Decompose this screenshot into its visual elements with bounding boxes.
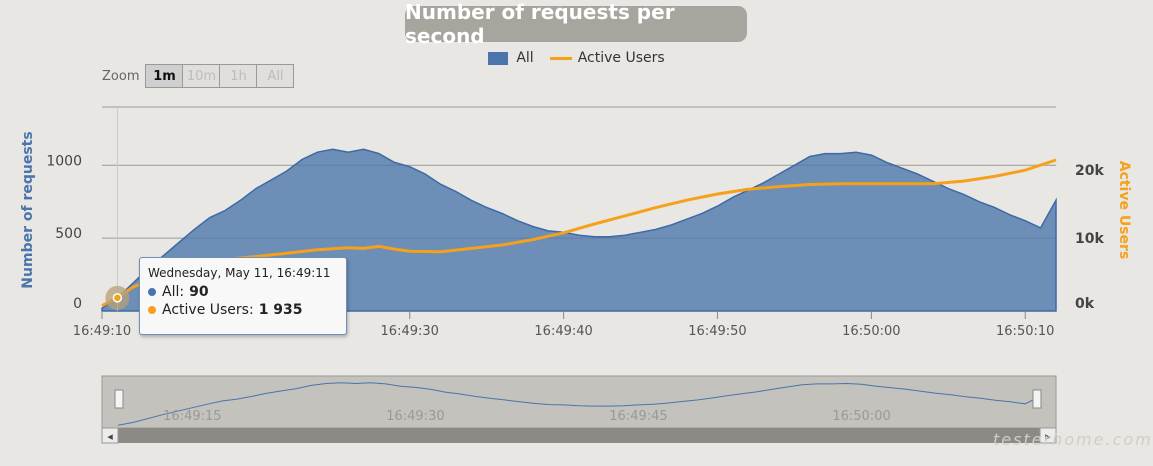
zoom-selector: Zoom 1m 10m 1h All [102,64,295,88]
y-right-tick-label: 10k [1075,231,1104,247]
tooltip-dot-active-users [148,306,156,314]
zoom-button-1h[interactable]: 1h [219,64,258,88]
x-tick-label: 16:50:10 [996,324,1054,339]
zoom-button-10m[interactable]: 10m [182,64,221,88]
legend-item-active-users[interactable]: Active Users [549,50,665,66]
y-right-tick-label: 20k [1075,163,1104,179]
y-right-tick-label: 0k [1075,296,1095,312]
x-tick-label: 16:49:40 [534,324,592,339]
scrollbar-left-button[interactable] [101,427,119,444]
tooltip-row-all: All: 90 [148,284,336,300]
navigator-tick-label: 16:49:45 [609,409,667,424]
tooltip-label-active-users: Active Users: [162,302,254,318]
hover-point-active-users [112,293,123,303]
scrollbar-right-button[interactable] [1039,427,1057,444]
navigator-handle-left[interactable] [114,389,124,409]
navigator-background [101,375,1057,429]
tooltip-dot-all [148,288,156,296]
zoom-button-1m[interactable]: 1m [145,64,184,88]
x-tick-label: 16:49:10 [73,324,131,339]
legend-item-all[interactable]: All [488,50,534,66]
y-left-tick-label: 500 [55,226,82,242]
legend-swatch-all [488,51,509,65]
legend-label-all: All [516,50,534,66]
y-left-tick-label: 1000 [46,153,82,169]
navigator-tick-label: 16:50:00 [832,409,890,424]
y-left-tick-label: 0 [73,296,82,312]
chart-legend: All Active Users [0,50,1153,66]
legend-label-active-users: Active Users [577,50,665,66]
chevron-right-icon: ▸ [1045,430,1051,443]
navigator-series [117,382,1041,426]
tooltip-label-all: All: [162,284,185,300]
navigator-tick-label: 16:49:15 [163,409,221,424]
legend-swatch-active-users [549,56,572,60]
y-left-axis-title: Number of requests [20,131,36,288]
x-tick-label: 16:50:00 [842,324,900,339]
y-right-axis-title: Active Users [1116,161,1132,260]
tooltip-row-active-users: Active Users: 1 935 [148,302,336,318]
watermark: testerhome.com [993,430,1153,449]
zoom-button-all[interactable]: All [256,64,295,88]
navigator-tick-label: 16:49:30 [386,409,444,424]
x-tick-label: 16:49:50 [688,324,746,339]
navigator-scrollbar-track[interactable] [102,428,1056,443]
x-tick-label: 16:49:30 [381,324,439,339]
tooltip-header: Wednesday, May 11, 16:49:11 [148,266,331,280]
chart-tooltip: Wednesday, May 11, 16:49:11 All: 90 Acti… [139,257,347,335]
tooltip-value-all: 90 [189,284,209,300]
chevron-left-icon: ◂ [107,430,113,443]
navigator-handle-right[interactable] [1032,389,1042,409]
zoom-label: Zoom [102,68,140,84]
tooltip-value-active-users: 1 935 [258,302,303,318]
